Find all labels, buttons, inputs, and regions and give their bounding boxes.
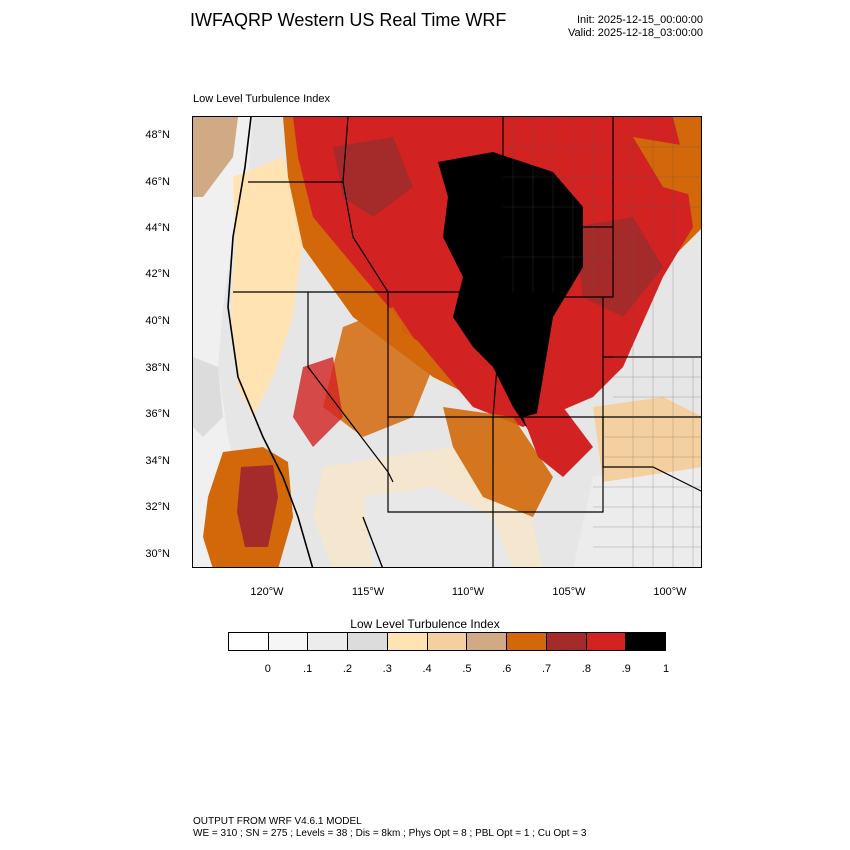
colorbar-label: 1 <box>662 663 670 675</box>
map-canvas <box>193 117 701 567</box>
coastal-band <box>231 157 303 417</box>
colorbar <box>228 632 666 651</box>
colorbar-label: 0 <box>264 663 271 675</box>
lat-label-34: 34°N <box>145 455 170 467</box>
black-core-region <box>438 152 583 437</box>
colorbar-label: .4 <box>422 663 432 675</box>
field-label: Low Level Turbulence Index <box>193 93 330 105</box>
coastline <box>227 117 314 567</box>
colorbar-box-4 <box>387 633 428 650</box>
lon-label-115: 115°W <box>351 586 385 598</box>
colorbar-label: .6 <box>502 663 512 675</box>
colorbar-box-3 <box>348 633 388 650</box>
lat-label-42: 42°N <box>145 268 170 280</box>
colorbar-label: .8 <box>581 663 591 675</box>
lat-label-46: 46°N <box>145 176 170 188</box>
colorbar-label: .7 <box>541 663 552 675</box>
county-lines <box>503 117 701 567</box>
valid-time: Valid: 2025-12-18_03:00:00 <box>568 27 703 39</box>
lat-label-48: 48°N <box>145 129 170 141</box>
colorbar-box-0 <box>229 633 269 650</box>
lat-label-36: 36°N <box>145 408 170 420</box>
turbulence-map <box>192 116 702 568</box>
colorbar-label: .9 <box>621 663 631 675</box>
page-title: IWFAQRP Western US Real Time WRF <box>190 10 507 30</box>
colorbar-box-1 <box>268 633 309 650</box>
lon-label-120: 120°W <box>250 586 284 598</box>
lon-label-110: 110°W <box>451 586 485 598</box>
colorbar-box-7 <box>507 633 547 650</box>
colorbar-box-10 <box>626 633 666 650</box>
colorbar-title: Low Level Turbulence Index <box>350 617 500 631</box>
colorbar-label: .2 <box>342 663 353 675</box>
lon-label-105: 105°W <box>552 586 586 598</box>
lat-label-32: 32°N <box>145 501 170 513</box>
init-time: Init: 2025-12-15_00:00:00 <box>577 14 703 26</box>
colorbar-box-5 <box>427 633 468 650</box>
colorbar-box-2 <box>308 633 349 650</box>
colorbar-box-8 <box>546 633 587 650</box>
colorbar-label: .1 <box>303 663 313 675</box>
colorbar-label: .3 <box>382 663 392 675</box>
ocean-region <box>193 117 273 567</box>
colorbar-box-6 <box>467 633 508 650</box>
lat-label-30: 30°N <box>145 548 170 560</box>
colorbar-label: .5 <box>462 663 472 675</box>
lon-label-100: 100°W <box>653 586 687 598</box>
lat-label-40: 40°N <box>145 315 170 327</box>
lat-label-44: 44°N <box>145 222 170 234</box>
model-info: OUTPUT FROM WRF V4.6.1 MODEL <box>193 816 362 827</box>
colorbar-box-9 <box>586 633 627 650</box>
lat-label-38: 38°N <box>145 362 170 374</box>
model-parameters: WE = 310 ; SN = 275 ; Levels = 38 ; Dis … <box>193 828 587 839</box>
